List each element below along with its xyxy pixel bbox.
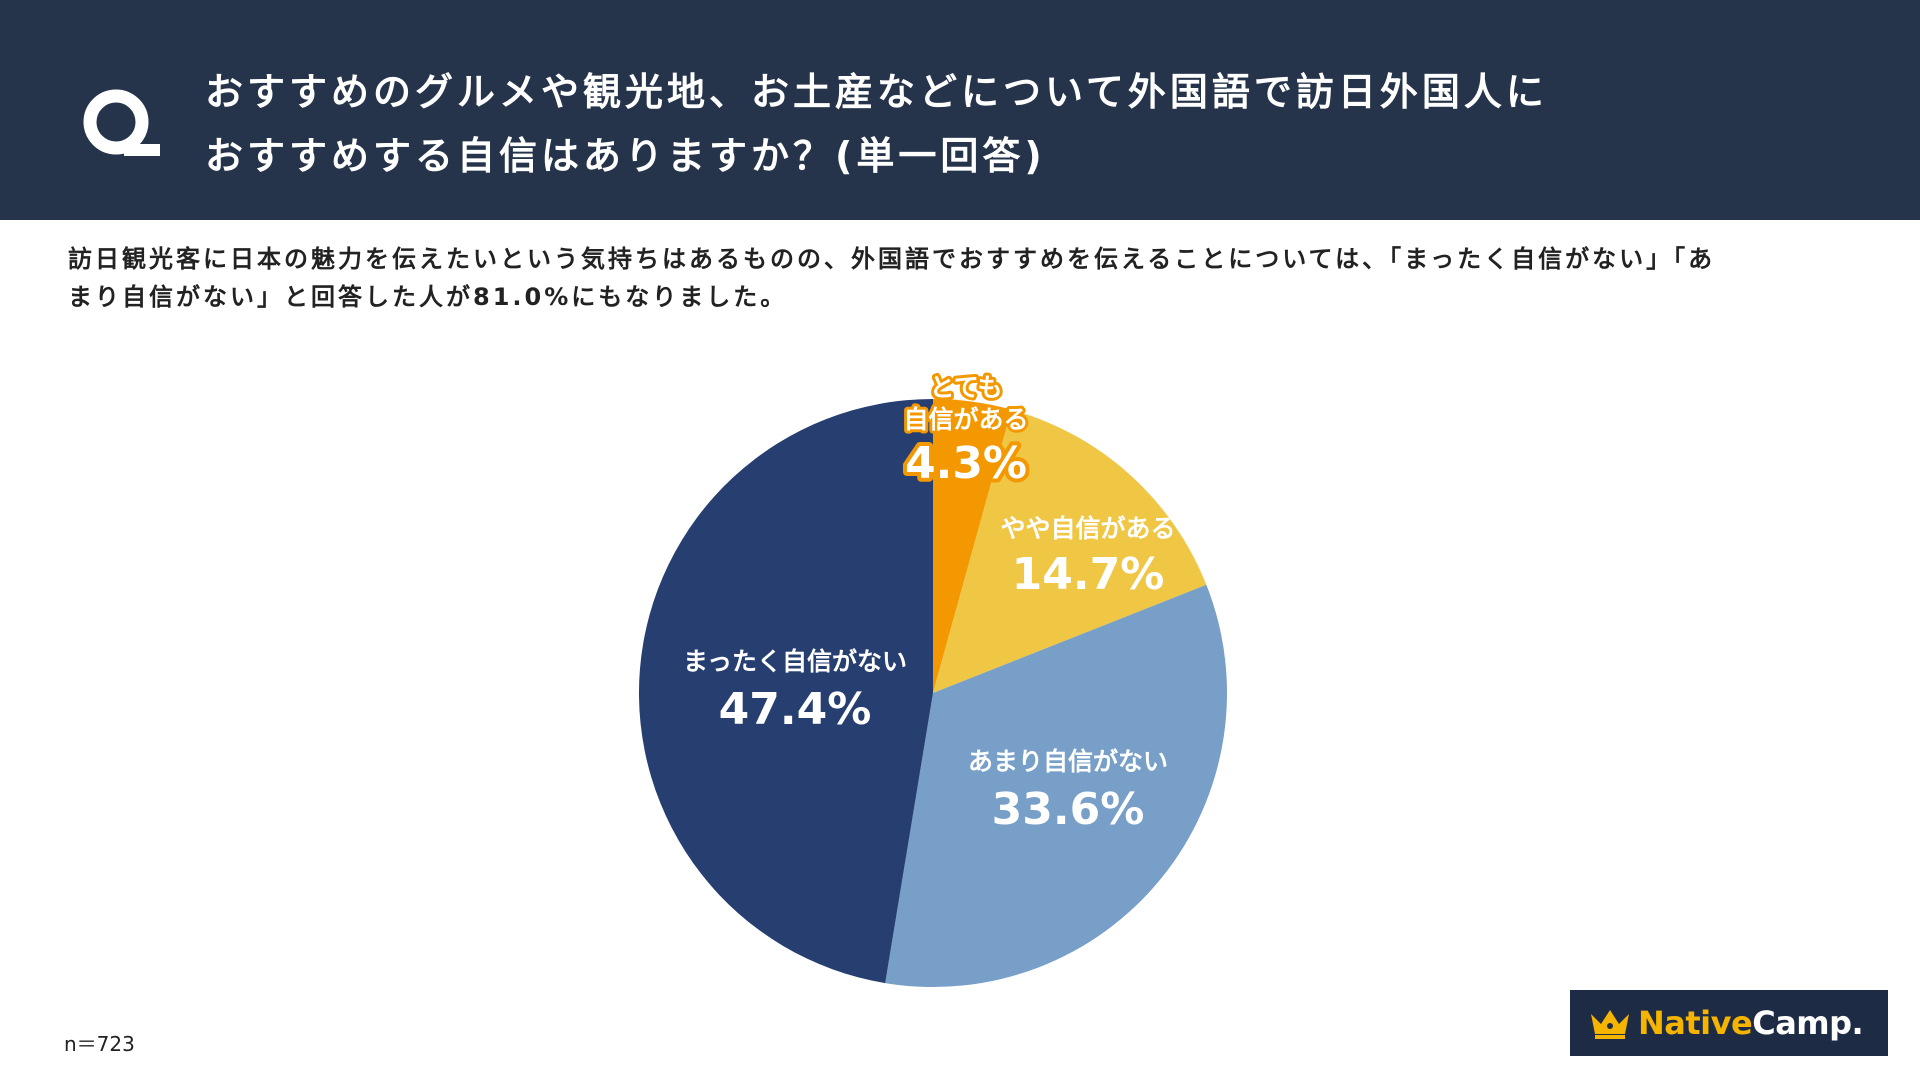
question-q-icon <box>83 89 160 156</box>
page-title: おすすめのグルメや観光地、お土産などについて外国語で訪日外国人に おすすめする自… <box>205 60 1845 188</box>
slice-label-name-0-0: とても <box>929 373 1002 402</box>
logo-text-camp: Camp. <box>1752 1004 1864 1042</box>
slice-label-name-3-0: まったく自信がない <box>683 647 907 676</box>
summary-line-1: 訪日観光客に日本の魅力を伝えたいという気持ちはあるものの、外国語でおすすめを伝え… <box>68 245 1716 273</box>
summary-line-2: まり自信がない」と回答した人が81.0%にもなりました。 <box>68 283 788 311</box>
slice-label-value-3: 47.4% <box>719 684 872 735</box>
logo-text: NativeCamp. <box>1638 990 1864 1056</box>
pie-slice-0 <box>933 399 1012 693</box>
title-line-2: おすすめする自信はありますか？(単一回答) <box>205 134 1046 178</box>
slice-label-value-1: 14.7% <box>1012 549 1165 600</box>
pie-slice-1 <box>933 409 1207 693</box>
slice-label-value-0: 4.3% <box>905 438 1027 489</box>
logo-text-native: Native <box>1638 1004 1753 1042</box>
slice-label-name-1-0: やや自信がある <box>1000 514 1175 543</box>
header-banner: おすすめのグルメや観光地、お土産などについて外国語で訪日外国人に おすすめする自… <box>0 0 1920 220</box>
crown-icon <box>1591 1010 1629 1039</box>
slice-label-name-2-0: あまり自信がない <box>968 747 1168 776</box>
summary-text: 訪日観光客に日本の魅力を伝えたいという気持ちはあるものの、外国語でおすすめを伝え… <box>68 240 1868 316</box>
nativecamp-logo: NativeCamp. <box>1570 990 1888 1056</box>
sample-size-label: n＝723 <box>64 1032 135 1056</box>
slice-label-value-2: 33.6% <box>992 784 1145 835</box>
title-line-1: おすすめのグルメや観光地、お土産などについて外国語で訪日外国人に <box>205 70 1548 114</box>
slice-label-name-0-1: 自信がある <box>903 405 1028 434</box>
pie-slice-2 <box>885 584 1227 988</box>
pie-slice-3 <box>638 399 933 984</box>
